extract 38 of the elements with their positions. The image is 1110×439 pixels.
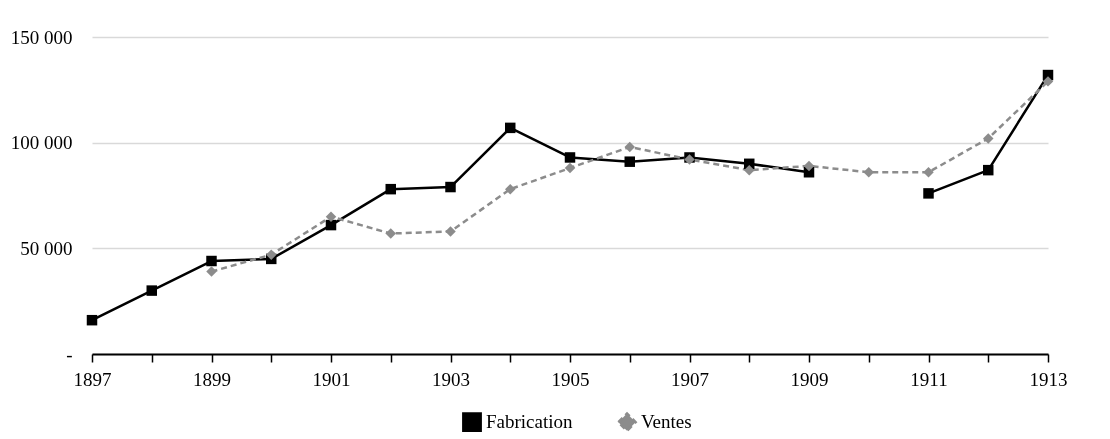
x-tick-label: 1903: [432, 368, 470, 390]
point: [983, 133, 994, 144]
point: [744, 164, 755, 176]
point: [505, 122, 516, 134]
legend-label: Ventes: [641, 411, 692, 433]
x-tick-label: 1897: [73, 368, 112, 390]
y-tick-label: -: [66, 343, 73, 365]
point: [445, 181, 456, 193]
x-tick-label: 1907: [671, 368, 709, 390]
legend-label: Fabrication: [486, 411, 574, 433]
point: [146, 285, 157, 296]
y-tick-label: 150 000: [10, 26, 73, 48]
x-tick-label: 1899: [193, 368, 231, 390]
point: [445, 226, 456, 237]
point: [206, 255, 217, 267]
x-tick-label: 1901: [312, 368, 351, 390]
point: [206, 266, 217, 277]
x-tick-label: 1909: [790, 368, 829, 390]
point: [863, 167, 874, 178]
y-tick-label: 100 000: [10, 132, 73, 154]
point: [325, 211, 337, 222]
x-tick-label: 1913: [1029, 368, 1068, 390]
point: [385, 183, 396, 195]
point: [624, 141, 635, 153]
y-tick-label: 50 000: [20, 237, 73, 259]
point: [505, 183, 516, 195]
point: [86, 314, 98, 326]
point: [624, 156, 635, 167]
point: [923, 167, 934, 178]
point: [385, 228, 396, 239]
point: [983, 164, 994, 176]
point: [266, 249, 277, 260]
point: [923, 188, 934, 199]
x-tick-label: 1905: [551, 368, 590, 390]
x-tick-label: 1911: [910, 368, 948, 390]
point: [564, 152, 576, 163]
point: [564, 162, 576, 174]
point: [1042, 76, 1054, 87]
